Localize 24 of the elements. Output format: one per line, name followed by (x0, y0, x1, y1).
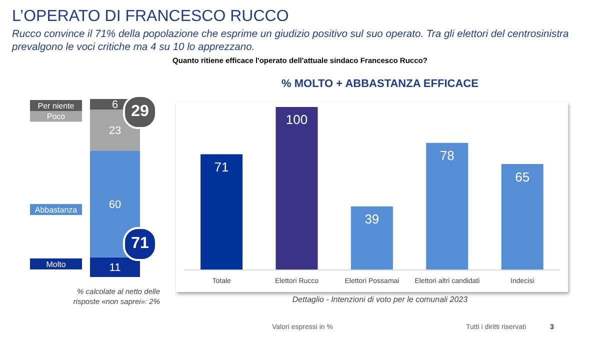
text: Molto (46, 260, 66, 269)
data-label: 60 (108, 198, 122, 211)
data-label: 11 (109, 262, 121, 274)
annotation: 71 (123, 227, 157, 261)
annotation: 29 (123, 95, 157, 129)
data-label: 100 (286, 112, 308, 128)
series-label: Per niente (38, 102, 75, 110)
data-label: 65 (515, 169, 530, 184)
text: Poco (46, 112, 66, 122)
data-label: 78 (440, 148, 454, 164)
bar (350, 206, 393, 270)
bar (276, 107, 318, 270)
bar (200, 154, 243, 270)
series-label: Abbastanza (34, 206, 78, 215)
bar (501, 164, 544, 270)
bar (426, 142, 468, 270)
data-label: 6 (112, 99, 118, 112)
chart-title: L’OPERATO DI FRANCESCO RUCCO (12, 8, 289, 26)
chart-title: % MOLTO + ABBASTANZA EFFICACE (280, 78, 480, 90)
x-axis-title: Dettaglio - Intenzioni di voto per le comunali 2023 (291, 295, 469, 304)
text: Rucco convince il 71% della popolazione che esprime un giudizio positivo sul suo operato. Tra gli elettori del centrosinistra prevalgono le voci critiche ma 4 su 10 lo apprezzano. (12, 28, 570, 54)
data-label: 71 (214, 160, 229, 174)
data-label: 23 (108, 125, 122, 138)
data-label: 39 (364, 212, 380, 227)
